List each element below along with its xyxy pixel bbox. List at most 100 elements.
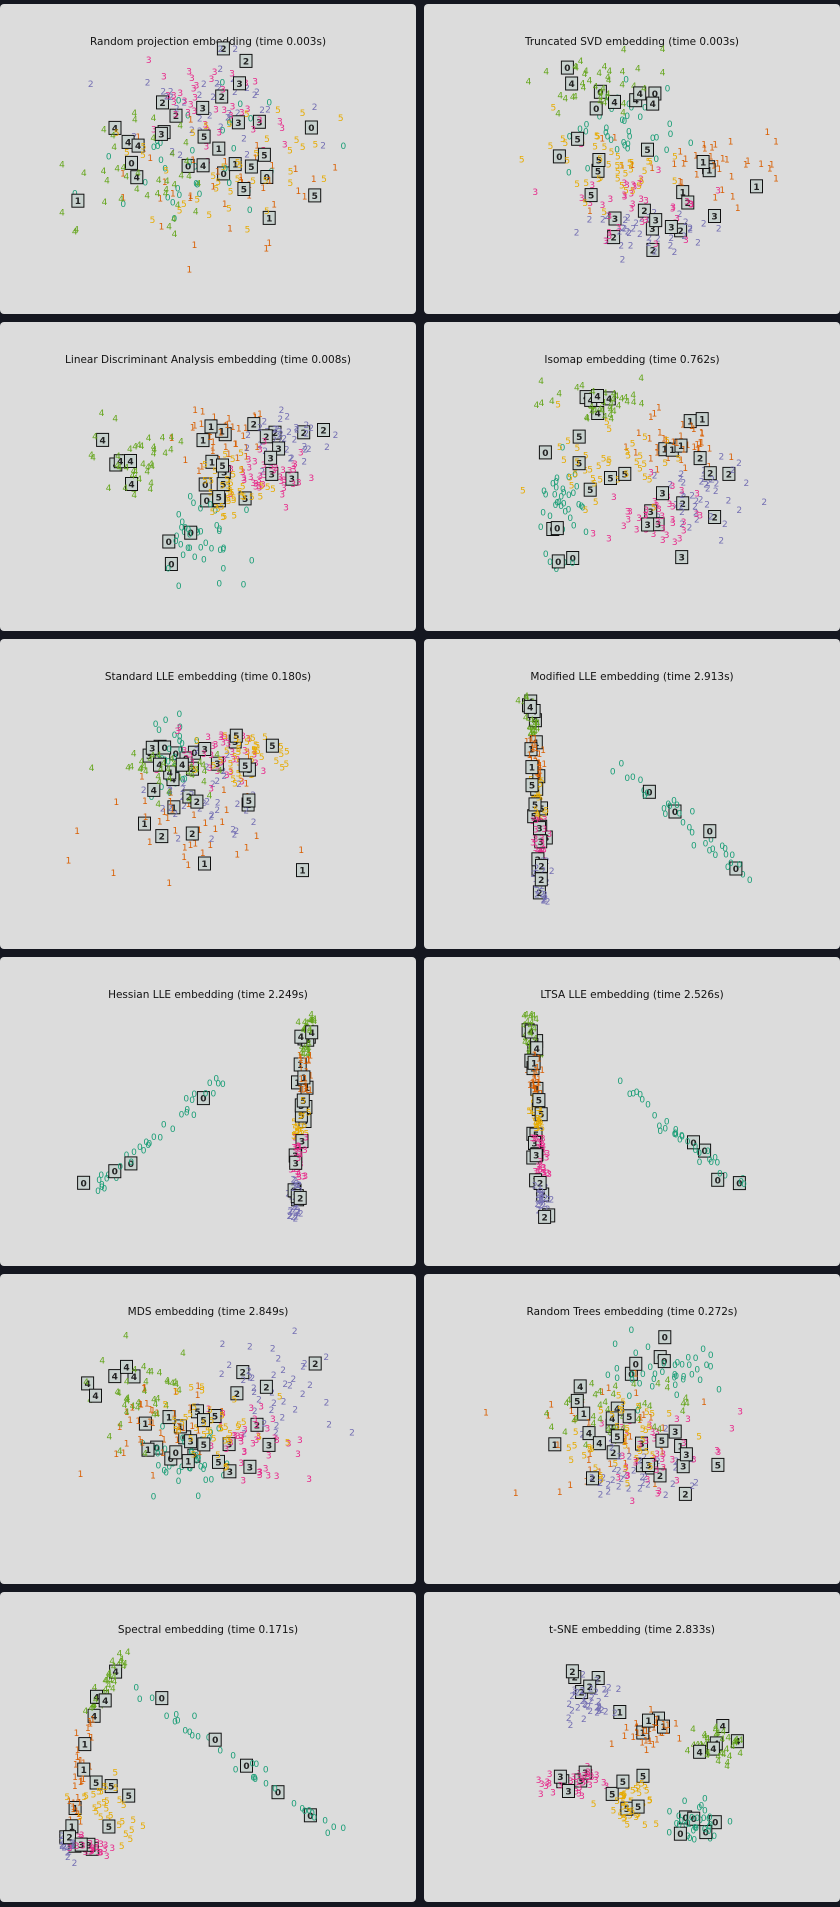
data-point-digit-3: 3 [208, 784, 214, 794]
data-point-digit-1: 1 [527, 751, 533, 761]
data-point-digit-2: 2 [277, 427, 283, 437]
data-point-digit-2: 2 [323, 1354, 329, 1364]
data-point-digit-3: 3 [191, 85, 197, 95]
data-point-digit-1: 1 [623, 1460, 629, 1470]
data-point-digit-5: 5 [649, 1410, 655, 1420]
data-point-digit-1: 1 [640, 1727, 646, 1737]
data-point-digit-5: 5 [226, 497, 232, 507]
data-point-digit-1: 1 [745, 157, 751, 167]
data-point-digit-4: 4 [106, 1669, 112, 1679]
digit-thumbnail: 5 [622, 1409, 636, 1424]
data-point-digit-1: 1 [622, 1732, 628, 1742]
data-point-digit-0: 0 [216, 1425, 222, 1435]
data-point-digit-2: 2 [699, 477, 705, 487]
data-point-digit-5: 5 [300, 143, 306, 153]
thumbnail-frame [607, 230, 621, 245]
thumbnail-frame [240, 1758, 253, 1773]
data-point-digit-4: 4 [620, 109, 626, 119]
data-point-digit-3: 3 [601, 1779, 607, 1789]
data-point-digit-5: 5 [275, 106, 281, 116]
data-point-digit-4: 4 [305, 1046, 311, 1056]
data-point-digit-0: 0 [605, 133, 611, 143]
data-point-digit-1: 1 [239, 177, 245, 187]
data-point-digit-4: 4 [307, 1027, 313, 1037]
data-point-digit-1: 1 [532, 1085, 538, 1095]
data-point-digit-1: 1 [298, 1056, 304, 1066]
data-point-digit-5: 5 [619, 182, 625, 192]
data-point-digit-5: 5 [298, 1112, 304, 1122]
data-point-digit-0: 0 [553, 501, 559, 511]
data-point-digit-5: 5 [642, 432, 648, 442]
data-point-digit-2: 2 [532, 1181, 538, 1191]
data-point-digit-5: 5 [219, 1412, 225, 1422]
data-point-digit-1: 1 [308, 1071, 314, 1081]
thumbnail-digit-0: 0 [220, 170, 226, 180]
data-point-digit-3: 3 [714, 1447, 720, 1457]
digit-thumbnail: 2 [259, 428, 273, 443]
thumbnail-frame [259, 428, 273, 443]
data-point-digit-3: 3 [573, 1787, 579, 1797]
data-point-digit-4: 4 [705, 1734, 711, 1744]
digit-thumbnail: 5 [620, 1801, 634, 1816]
data-point-digit-2: 2 [300, 1390, 306, 1400]
data-point-digit-5: 5 [285, 1439, 291, 1449]
data-point-digit-4: 4 [298, 1049, 304, 1059]
data-point-digit-3: 3 [606, 232, 612, 242]
data-point-digit-3: 3 [290, 1165, 296, 1175]
data-point-digit-4: 4 [733, 1739, 739, 1749]
data-point-digit-5: 5 [615, 161, 621, 171]
data-point-digit-3: 3 [655, 1490, 661, 1500]
data-point-digit-1: 1 [587, 207, 593, 217]
data-point-digit-3: 3 [545, 1169, 551, 1179]
thumbnail-digit-4: 4 [84, 1380, 90, 1390]
thumbnail-digit-0: 0 [662, 1334, 668, 1344]
thumbnail-frame [613, 1705, 627, 1719]
digit-thumbnail: 0 [552, 149, 566, 164]
thumbnail-digit-3: 3 [644, 521, 650, 531]
data-point-digit-5: 5 [183, 1414, 189, 1424]
data-point-digit-0: 0 [700, 1345, 706, 1355]
data-point-digit-5: 5 [227, 486, 233, 496]
data-point-digit-5: 5 [646, 157, 652, 167]
thumbnail-digit-4: 4 [305, 1036, 311, 1046]
data-point-digit-0: 0 [252, 1775, 258, 1785]
data-point-digit-5: 5 [288, 168, 294, 178]
data-point-digit-3: 3 [296, 1142, 302, 1152]
data-point-digit-2: 2 [646, 214, 652, 224]
data-point-digit-4: 4 [59, 161, 65, 171]
thumbnail-frame [572, 455, 586, 470]
data-point-digit-2: 2 [210, 93, 216, 103]
data-point-digit-0: 0 [708, 1352, 714, 1362]
data-point-digit-1: 1 [147, 154, 153, 164]
data-point-digit-3: 3 [205, 733, 211, 743]
data-point-digit-4: 4 [309, 1016, 315, 1026]
data-point-digit-0: 0 [244, 506, 250, 516]
thumbnail-frame [185, 826, 199, 841]
data-point-digit-1: 1 [607, 1460, 613, 1470]
data-point-digit-3: 3 [282, 140, 288, 150]
data-point-digit-5: 5 [220, 512, 226, 522]
data-point-digit-5: 5 [601, 208, 607, 218]
data-point-digit-0: 0 [194, 1457, 200, 1467]
data-point-digit-3: 3 [737, 1408, 743, 1418]
data-point-digit-3: 3 [655, 517, 661, 527]
data-point-digit-3: 3 [239, 109, 245, 119]
data-point-digit-1: 1 [644, 1727, 650, 1737]
digit-thumbnail: 4 [196, 158, 210, 173]
data-point-digit-5: 5 [215, 504, 221, 514]
data-point-digit-5: 5 [647, 1796, 653, 1806]
data-point-digit-5: 5 [672, 177, 678, 187]
data-point-digit-5: 5 [218, 1425, 224, 1435]
digit-thumbnail: 5 [265, 738, 279, 753]
data-point-digit-1: 1 [129, 1404, 135, 1414]
data-point-digit-4: 4 [614, 392, 620, 402]
data-point-digit-3: 3 [573, 1779, 579, 1789]
thumbnail-digit-3: 3 [275, 445, 281, 455]
data-point-digit-2: 2 [296, 1181, 302, 1191]
data-point-digit-5: 5 [258, 492, 264, 502]
data-point-digit-0: 0 [693, 1355, 699, 1365]
data-point-digit-4: 4 [106, 1681, 112, 1691]
data-point-digit-2: 2 [294, 423, 300, 433]
data-point-digit-1: 1 [694, 171, 700, 181]
digit-thumbnail: 1 [695, 411, 709, 426]
